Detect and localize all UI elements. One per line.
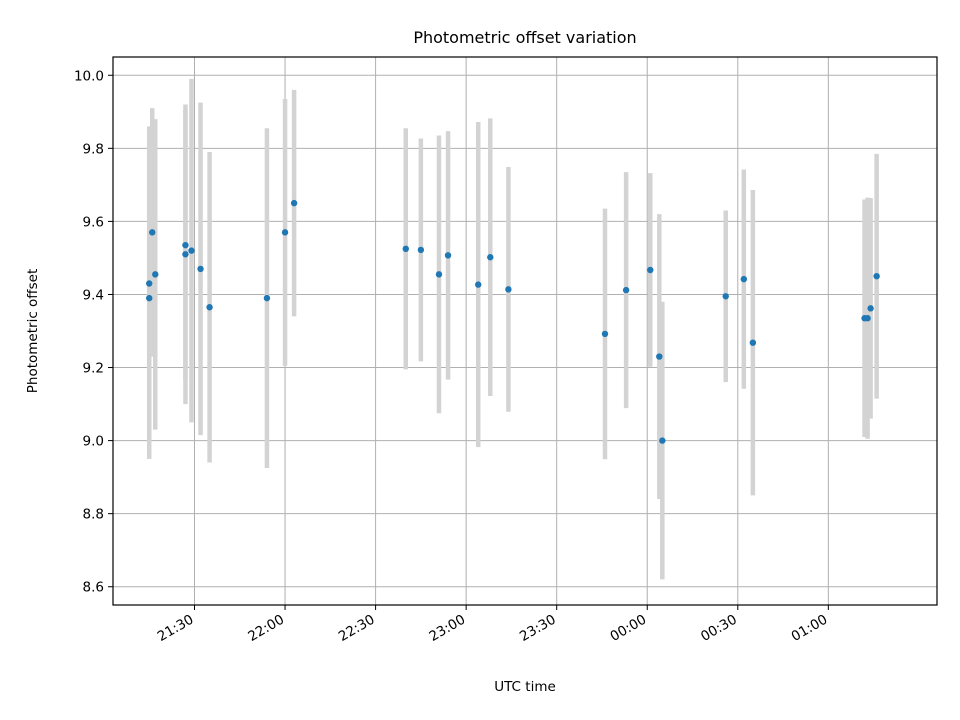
x-tick-label: 21:30 xyxy=(155,612,197,645)
y-tick-label: 9.8 xyxy=(83,141,104,157)
data-point xyxy=(647,266,654,274)
data-point xyxy=(722,293,729,300)
error-bars xyxy=(146,78,879,580)
data-point xyxy=(444,252,452,259)
data-point xyxy=(749,339,757,346)
data-point xyxy=(281,229,289,236)
x-tick-label: 00:00 xyxy=(608,612,650,645)
data-point xyxy=(149,229,156,236)
data-point xyxy=(659,437,666,444)
x-tick-label: 22:30 xyxy=(336,612,378,645)
data-point xyxy=(622,286,630,294)
x-tick-label: 00:30 xyxy=(698,612,740,645)
x-axis: 21:30 22:00 22:30 23:00 23:30 00:00 00:30 01:00 xyxy=(155,605,831,645)
data-point xyxy=(873,273,880,280)
x-tick-label: 22:00 xyxy=(245,612,287,645)
data-point xyxy=(146,280,153,287)
y-tick-label: 8.6 xyxy=(83,580,104,596)
x-tick-label: 01:00 xyxy=(789,612,831,645)
data-point xyxy=(601,330,609,338)
data-point xyxy=(417,246,425,254)
y-tick-label: 9.2 xyxy=(83,361,104,377)
y-tick-label: 8.8 xyxy=(83,507,104,523)
y-axis-label: Photometric offset xyxy=(25,269,41,393)
data-point xyxy=(206,304,213,311)
y-tick-label: 9.6 xyxy=(83,214,104,230)
data-point xyxy=(152,271,159,278)
plot-frame xyxy=(112,56,938,606)
grid xyxy=(113,57,937,605)
y-axis: 8.6 8.8 9.0 9.2 9.4 9.6 9.8 10.0 xyxy=(74,68,113,596)
chart-title: Photometric offset variation xyxy=(413,28,636,47)
y-tick-label: 10.0 xyxy=(74,68,104,84)
data-point xyxy=(197,265,204,273)
data-point xyxy=(864,315,871,322)
data-point xyxy=(182,251,189,258)
data-point xyxy=(188,247,195,254)
data-point xyxy=(656,353,663,360)
data-point xyxy=(475,281,482,288)
data-point xyxy=(182,241,189,249)
data-points xyxy=(146,199,880,444)
x-axis-label: UTC time xyxy=(494,679,556,695)
data-point xyxy=(290,199,298,207)
data-point xyxy=(263,294,271,302)
data-point xyxy=(505,286,512,293)
data-point xyxy=(867,305,874,312)
data-point xyxy=(435,271,443,278)
data-point xyxy=(740,275,748,283)
x-tick-label: 23:30 xyxy=(517,612,559,645)
data-point xyxy=(487,254,494,261)
x-tick-label: 23:00 xyxy=(426,612,468,645)
data-point xyxy=(402,245,409,252)
data-point xyxy=(146,294,153,302)
y-tick-label: 9.0 xyxy=(83,434,104,450)
y-tick-label: 9.4 xyxy=(83,287,104,303)
